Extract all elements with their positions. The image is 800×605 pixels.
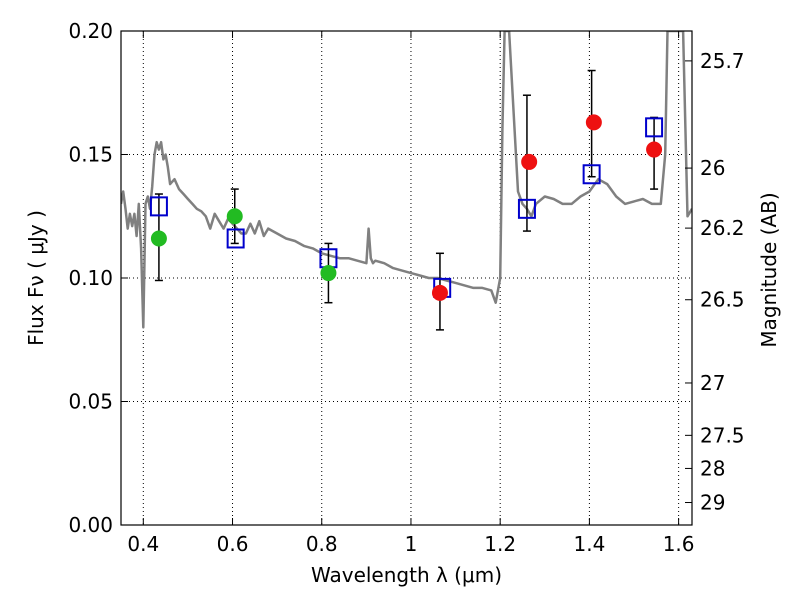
- model-box-point: [226, 228, 245, 249]
- x-tick-label: 1.2: [484, 532, 516, 556]
- y2-tick-label: 27.5: [700, 423, 745, 447]
- red-data-point: [521, 153, 538, 170]
- y-tick-label: 0.00: [68, 513, 113, 537]
- red-data-point: [646, 141, 663, 158]
- model-box-point: [149, 196, 168, 217]
- green-data-point: [226, 208, 243, 225]
- x-tick-label: 1: [405, 532, 418, 556]
- y-tick-label: 0.05: [68, 390, 113, 414]
- green-data-point: [150, 230, 167, 247]
- green-data-point: [320, 265, 337, 282]
- y2-tick-label: 28: [700, 456, 725, 480]
- x-axis-label: Wavelength λ (μm): [311, 563, 502, 587]
- y2-tick-label: 29: [700, 491, 725, 515]
- y-tick-label: 0.15: [68, 143, 113, 167]
- y-axis-label: Flux Fν ( μJy ): [24, 210, 48, 346]
- y2-tick-label: 26.2: [700, 216, 745, 240]
- y2-tick-label: 26.5: [700, 288, 745, 312]
- red-data-point: [585, 114, 602, 131]
- x-tick-label: 0.4: [127, 532, 159, 556]
- x-tick-label: 0.6: [217, 532, 249, 556]
- model-box-point: [645, 117, 664, 138]
- y2-axis-label: Magnitude (AB): [757, 192, 781, 347]
- y2-tick-label: 25.7: [700, 49, 745, 73]
- y-tick-label: 0.20: [68, 19, 113, 43]
- y2-tick-label: 26: [700, 156, 725, 180]
- y2-tick-label: 27: [700, 371, 725, 395]
- x-tick-label: 1.4: [573, 532, 605, 556]
- model-box-point: [582, 164, 601, 185]
- plot-area: [121, 31, 692, 331]
- axes-ticks: 0.4 0.6 0.8 1 1.2 1.4 1.6 0.00 0.05 0.10 0.15 0.20 2…: [68, 19, 744, 556]
- red-data-point: [431, 284, 448, 301]
- template-spectrum-line: [121, 31, 692, 329]
- x-tick-label: 0.8: [306, 532, 338, 556]
- model-box-point: [517, 198, 536, 219]
- y-tick-label: 0.10: [68, 266, 113, 290]
- x-tick-label: 1.6: [663, 532, 695, 556]
